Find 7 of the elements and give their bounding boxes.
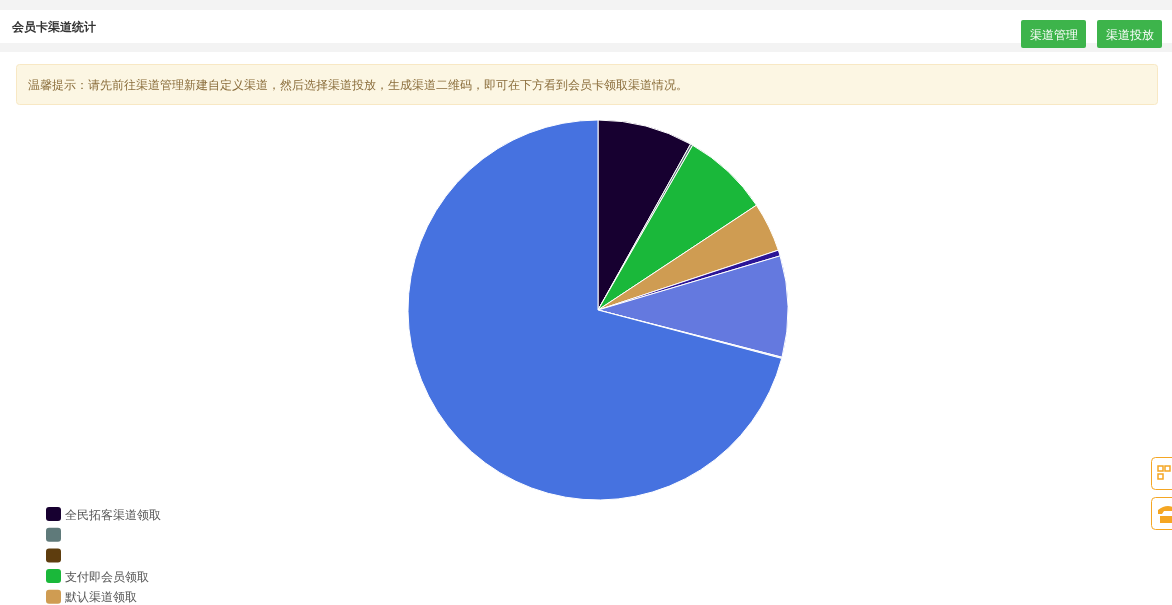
annotation: 温馨提示：请先前往渠道管理新建自定义渠道，然后选择渠道投放，生成渠道二维码，即可在下方看到会员卡领取渠道情况。: [28, 78, 688, 92]
legend-label: 默认渠道领取: [65, 590, 137, 605]
button: 渠道投放: [1097, 20, 1162, 48]
legend-label: 支付即会员领取: [65, 569, 149, 584]
button: 渠道管理: [1021, 20, 1086, 48]
chart-title: 会员卡渠道统计: [12, 20, 96, 34]
legend-label: 全民拓客渠道领取: [65, 507, 161, 522]
